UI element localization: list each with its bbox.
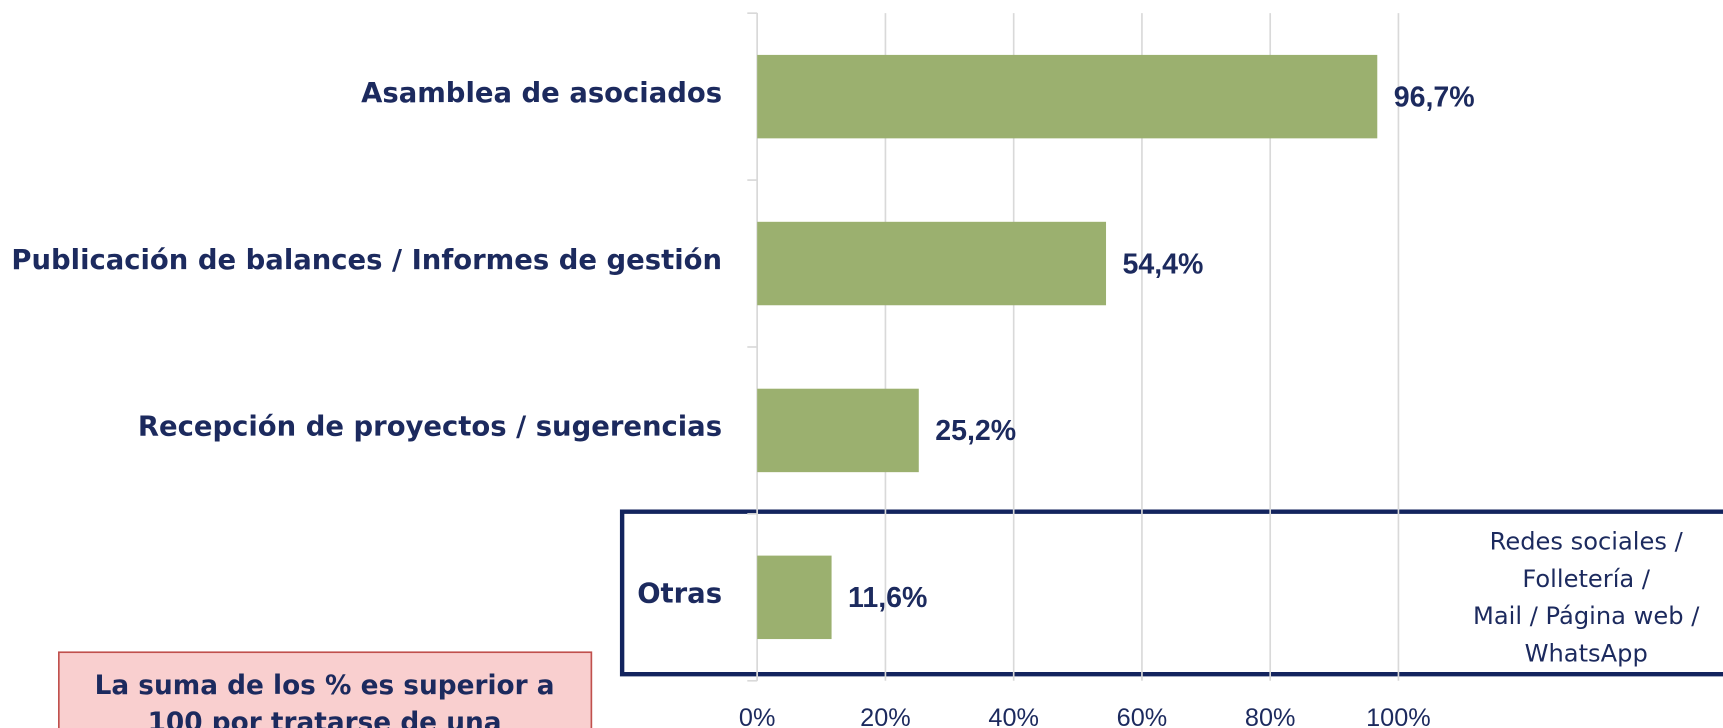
y-tick-label: Recepción de proyectos / sugerencias [138, 412, 722, 443]
value-label: 96,7% [1394, 81, 1475, 113]
note-text: 100 por tratarse de una [148, 708, 502, 728]
highlight-box [619, 509, 1723, 677]
y-tick-label: Asamblea de asociados [361, 78, 722, 109]
bar [757, 388, 919, 473]
value-label: 54,4% [1122, 248, 1203, 280]
value-label: 25,2% [935, 415, 1016, 447]
x-tick-label: 80% [1245, 704, 1296, 728]
x-tick-label: 40% [988, 704, 1039, 728]
x-tick-label: 20% [860, 704, 911, 728]
x-tick-label: 100% [1366, 704, 1431, 728]
annotation-text: WhatsApp [1525, 639, 1648, 667]
annotation-text: Folletería / [1522, 565, 1650, 593]
note-box [58, 651, 593, 728]
value-label: 11,6% [848, 582, 927, 614]
x-tick-label: 0% [739, 704, 776, 728]
annotation-text: Mail / Página web / [1473, 602, 1700, 630]
note-text: La suma de los % es superior a [95, 671, 555, 701]
annotation-text: Redes sociales / [1490, 527, 1684, 555]
y-tick-label: Otras [637, 579, 722, 610]
bar [757, 555, 832, 640]
bar [757, 221, 1107, 306]
x-tick-label: 60% [1117, 704, 1168, 728]
bar [757, 54, 1378, 139]
y-tick-label: Publicación de balances / Informes de ge… [11, 245, 722, 276]
